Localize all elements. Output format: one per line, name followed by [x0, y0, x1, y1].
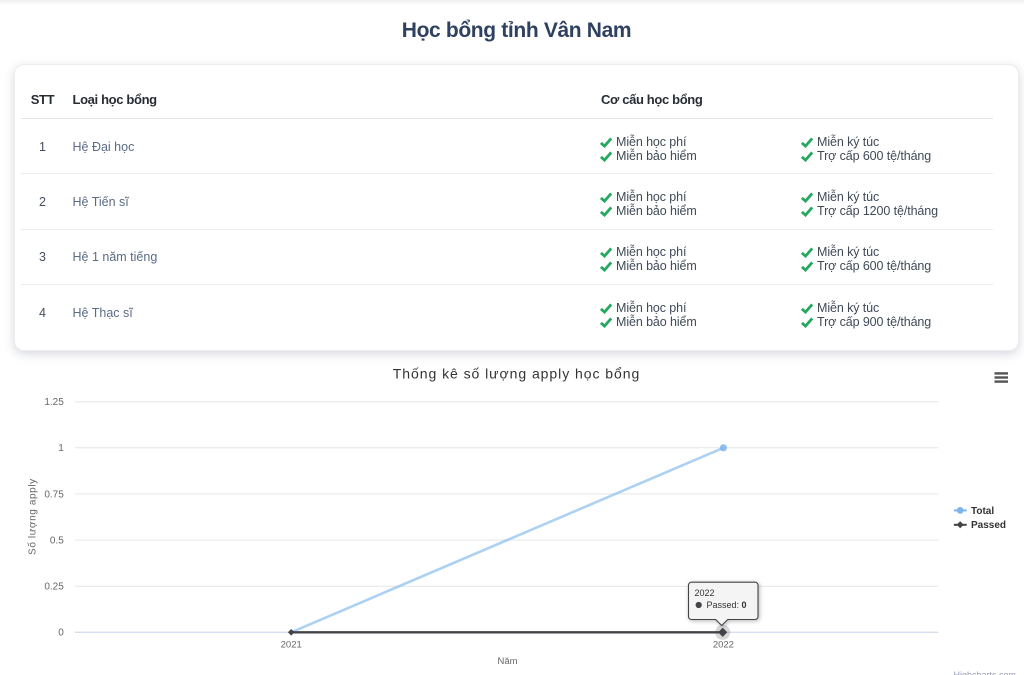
svg-text:Thống kê số lượng apply học bổ: Thống kê số lượng apply học bổng	[393, 365, 640, 381]
svg-text:Passed: Passed	[971, 520, 1006, 531]
svg-text:Passed: 0: Passed: 0	[707, 600, 747, 610]
svg-text:0: 0	[58, 628, 64, 639]
svg-text:1: 1	[58, 443, 64, 454]
svg-text:2022: 2022	[713, 640, 734, 651]
svg-text:Năm: Năm	[497, 656, 517, 667]
svg-text:2022: 2022	[695, 588, 715, 598]
svg-text:Highcharts.com: Highcharts.com	[953, 670, 1016, 675]
svg-text:Total: Total	[971, 506, 994, 517]
svg-text:Số lượng apply: Số lượng apply	[27, 478, 39, 555]
svg-text:0.75: 0.75	[44, 489, 64, 500]
svg-text:1.25: 1.25	[44, 397, 64, 408]
svg-text:0.5: 0.5	[50, 536, 64, 547]
svg-text:2021: 2021	[281, 640, 302, 651]
svg-text:0.25: 0.25	[44, 582, 64, 593]
